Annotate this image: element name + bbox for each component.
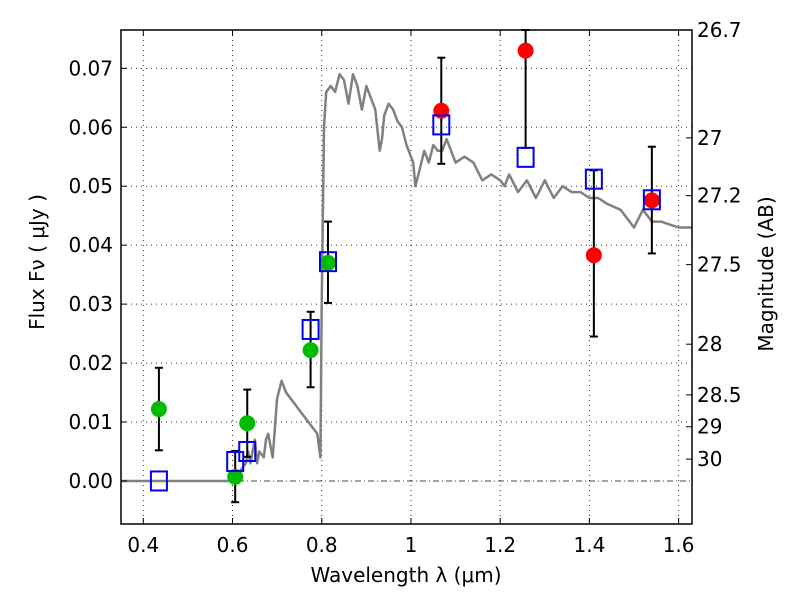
detections-green-point: [239, 415, 256, 432]
right-tick-label: 27.2: [697, 184, 742, 208]
y-tick-label: 0.03: [68, 292, 113, 316]
right-tick-label: 27: [697, 126, 722, 150]
x-tick-label: 1: [405, 533, 418, 557]
model-spectrum-layer: [121, 72, 692, 483]
detections-red-point: [517, 42, 534, 59]
y-tick-label: 0.06: [68, 115, 113, 139]
y-tick-label: 0.01: [68, 410, 113, 434]
ticks: [121, 29, 692, 524]
x-tick-label: 1.4: [573, 533, 605, 557]
x-tick-label: 1.2: [484, 533, 516, 557]
model-square: [149, 470, 168, 492]
x-tick-label: 0.8: [306, 533, 338, 557]
detections-green-point: [150, 401, 167, 418]
y-tick-labels: 0.00 0.01 0.02 0.03 0.04 0.05 0.06 0.07: [68, 56, 113, 493]
right-tick-label: 27.5: [697, 253, 742, 277]
model-square: [432, 114, 451, 136]
model-square: [584, 168, 603, 190]
model-square: [642, 189, 661, 211]
detections-green-point: [227, 468, 244, 485]
model-square: [238, 440, 257, 462]
plot-frame: [120, 29, 693, 525]
x-tick-labels: 0.4 0.6 0.8 1 1.2 1.4 1.6: [127, 533, 694, 557]
right-tick-label: 28: [697, 332, 722, 356]
squares-layer: [149, 114, 661, 492]
y-tick-label: 0.07: [68, 56, 113, 80]
points-layer: [150, 42, 660, 485]
y-tick-label: 0.00: [68, 469, 113, 493]
detections-red-point: [585, 247, 602, 264]
detections-green-point: [302, 342, 319, 359]
model-spectrum-line: [121, 72, 692, 483]
detections-red-point: [643, 192, 660, 209]
model-square: [318, 251, 337, 273]
x-tick-label: 0.6: [217, 533, 249, 557]
right-axis-label: Magnitude (AB): [754, 196, 778, 351]
x-tick-label: 1.6: [663, 533, 695, 557]
grid-lines: [121, 30, 692, 524]
y-axis-label: Flux Fν ( μJy ): [25, 194, 49, 330]
y-tick-label: 0.04: [68, 233, 113, 257]
right-tick-label: 26.7: [697, 18, 742, 42]
detections-green-point: [319, 254, 336, 271]
right-tick-labels: 26.7 27 27.2 27.5 28 28.5 29 30: [697, 18, 742, 471]
y-tick-label: 0.02: [68, 351, 113, 375]
right-tick-label: 30: [697, 447, 722, 471]
x-axis-label: Wavelength λ (μm): [310, 563, 501, 587]
plot-area: [121, 30, 692, 524]
model-square: [301, 318, 320, 340]
model-square: [516, 146, 535, 168]
x-tick-label: 0.4: [127, 533, 159, 557]
y-tick-label: 0.05: [68, 174, 113, 198]
right-tick-label: 29: [697, 415, 722, 439]
right-tick-label: 28.5: [697, 383, 742, 407]
